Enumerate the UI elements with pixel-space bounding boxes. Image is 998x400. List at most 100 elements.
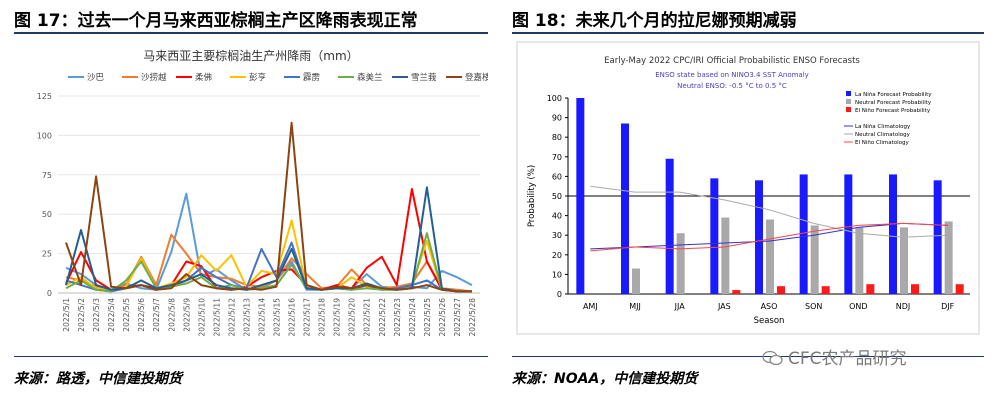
y-tick-label: 80 [552, 133, 562, 142]
x-tick-label: 2022/5/6 [137, 298, 146, 332]
legend-label: El Niño Climatology [855, 140, 910, 146]
y-tick-label: 90 [552, 114, 562, 123]
x-tick-label: 2022/5/10 [197, 298, 206, 337]
left-source-rule [14, 356, 488, 357]
bar [855, 227, 864, 294]
bar [911, 284, 919, 294]
bar [866, 284, 875, 294]
x-tick-label: 2022/5/19 [333, 298, 342, 337]
x-tick-label: AMJ [583, 302, 598, 311]
x-tick-label: 2022/5/11 [212, 298, 221, 337]
watermark-text: CFC农产品研究 [788, 349, 907, 369]
x-tick-label: 2022/5/15 [273, 298, 282, 337]
right-enso-chart: Early-May 2022 CPC/IRI Official Probabil… [516, 41, 980, 335]
left-source: 来源：路透，中信建投期货 [14, 371, 182, 387]
bar [676, 233, 685, 294]
left-title-rule [14, 32, 488, 34]
x-tick-label: 2022/5/17 [303, 298, 312, 337]
y-tick-label: 75 [42, 171, 52, 180]
legend-label: 登嘉楼 [465, 72, 488, 83]
legend-label: La Niña Climatology [855, 124, 911, 130]
bar [576, 98, 585, 294]
watermark: CFC农产品研究 [762, 344, 907, 369]
x-tick-label: 2022/5/22 [378, 298, 387, 337]
x-tick-label: 2022/5/14 [257, 298, 266, 337]
x-tick-label: 2022/5/21 [363, 298, 372, 337]
bar [799, 174, 808, 294]
series-line [65, 188, 472, 293]
y-tick-label: 70 [552, 153, 562, 162]
y-tick-label: 100 [547, 94, 562, 103]
bar [766, 219, 774, 294]
bar [665, 158, 674, 294]
legend-label: 沙捞越 [141, 72, 167, 83]
legend-label: La Niña Forecast Probability [855, 92, 932, 98]
x-tick-label: JAS [717, 302, 731, 311]
bar [900, 227, 908, 294]
legend-label: El Niño Forecast Probability [855, 108, 931, 114]
x-tick-label: 2022/5/5 [122, 298, 131, 332]
bar [810, 225, 819, 294]
y-tick-label: 125 [37, 92, 52, 101]
legend-swatch [846, 91, 851, 96]
x-tick-label: 2022/5/9 [182, 298, 191, 332]
left-rainfall-chart: 马来西亚主要棕榈油生产州降雨（mm） 沙巴 沙捞越 柔佛 彭亨 霹雳 森美兰 雪兰莪 登嘉楼 0 2… [37, 48, 488, 337]
legend-label: 沙巴 [87, 73, 105, 83]
x-tick-label: 2022/5/24 [408, 298, 417, 337]
x-tick-label: OND [849, 302, 867, 311]
series-line [65, 192, 473, 291]
x-tick-label: 2022/5/3 [92, 298, 101, 332]
x-tick-label: 2022/5/1 [62, 298, 71, 332]
y-tick-label: 50 [552, 192, 562, 201]
y-tick-label: 60 [552, 172, 562, 181]
chart-title: Early-May 2022 CPC/IRI Official Probabil… [604, 56, 860, 66]
x-tick-label: MJJ [629, 302, 641, 311]
legend-label: 柔佛 [195, 72, 213, 83]
legend-label: Neutral Forecast Probability [855, 100, 932, 106]
bar [844, 174, 853, 294]
x-tick-label: 2022/5/25 [423, 298, 432, 337]
x-tick-label: 2022/5/13 [242, 298, 251, 337]
right-figure-title: 图 18：未来几个月的拉尼娜预期减弱 [512, 11, 797, 31]
y-tick-label: 20 [552, 251, 562, 260]
chart-subtitle: ENSO state based on NINO3.4 SST Anomaly [655, 71, 809, 79]
right-source-rule [512, 356, 984, 357]
y-tick-label: 50 [42, 210, 52, 219]
x-tick-label: 2022/5/12 [227, 298, 236, 337]
bar [621, 123, 629, 294]
y-tick-label: 30 [552, 231, 562, 240]
bar [632, 268, 640, 294]
climatology-line [590, 222, 948, 250]
legend-label: Neutral Climatology [855, 132, 911, 138]
x-tick-label: 2022/5/20 [348, 298, 357, 337]
x-tick-label: 2022/5/23 [393, 298, 402, 337]
series-line [65, 186, 472, 293]
x-tick-label: DJF [941, 302, 955, 311]
chart-title: 马来西亚主要棕榈油生产州降雨（mm） [143, 48, 358, 63]
y-tick-label: 10 [552, 270, 562, 279]
x-axis-label: Season [754, 316, 785, 326]
legend-swatch [846, 107, 851, 112]
x-tick-label: JJA [674, 302, 686, 311]
x-tick-label: 2022/5/4 [107, 298, 116, 332]
bar [821, 286, 830, 294]
right-source: 来源：NOAA，中信建投期货 [512, 371, 698, 387]
bar [777, 286, 785, 294]
x-tick-label: 2022/5/18 [318, 298, 327, 337]
y-tick-label: 100 [37, 131, 52, 140]
legend-label: 森美兰 [357, 72, 383, 83]
y-tick-label: 0 [557, 290, 562, 299]
x-tick-label: 2022/5/27 [453, 298, 462, 337]
legend-label: 彭亨 [249, 72, 266, 83]
bar [755, 180, 763, 294]
bar [955, 284, 964, 294]
climatology-line [590, 222, 948, 252]
x-tick-label: 2022/5/8 [167, 298, 176, 332]
climatology-line [590, 185, 948, 238]
y-tick-label: 25 [42, 250, 52, 259]
legend-label: 雪兰莪 [411, 72, 437, 83]
series-line [65, 121, 472, 293]
x-tick-label: 2022/5/26 [438, 298, 447, 337]
legend-label: 霹雳 [303, 73, 320, 83]
x-tick-label: 2022/5/16 [288, 298, 297, 337]
